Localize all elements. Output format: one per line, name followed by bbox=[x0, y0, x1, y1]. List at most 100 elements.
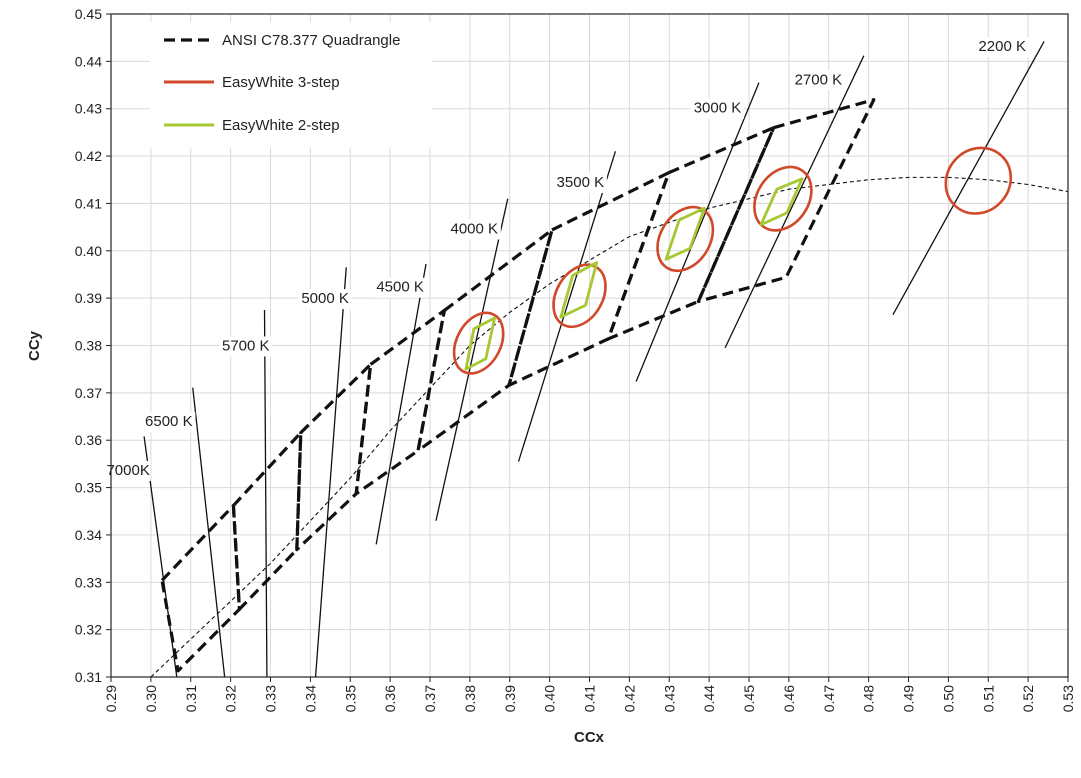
x-tick-label-3: 0.32 bbox=[223, 685, 239, 712]
y-tick-label-4: 0.35 bbox=[75, 480, 102, 496]
legend: ANSI C78.377 Quadrangle EasyWhite 3-step… bbox=[150, 22, 432, 148]
cct-label-6: 3500 K bbox=[557, 174, 605, 191]
y-tick-label-11: 0.42 bbox=[75, 148, 102, 164]
cct-label-8: 2700 K bbox=[795, 71, 843, 88]
x-tick-label-8: 0.37 bbox=[422, 685, 438, 712]
x-tick-label-14: 0.43 bbox=[661, 685, 677, 712]
ansi-quadrangle-0 bbox=[160, 503, 241, 673]
cct-line-3 bbox=[314, 267, 347, 677]
cct-line-8 bbox=[724, 55, 865, 349]
cct-line-6 bbox=[517, 151, 617, 462]
x-tick-label-18: 0.47 bbox=[821, 685, 837, 712]
x-tick-label-0: 0.29 bbox=[103, 685, 119, 712]
y-tick-label-12: 0.43 bbox=[75, 101, 102, 117]
easywhite-2step-diamond-1 bbox=[559, 261, 599, 319]
easywhite-2step-diamond-0 bbox=[464, 316, 496, 371]
cct-line-4 bbox=[375, 263, 427, 545]
cct-label-0: 7000K bbox=[106, 462, 149, 479]
x-tick-label-5: 0.34 bbox=[302, 685, 318, 712]
easywhite-2step-diamonds bbox=[464, 177, 804, 371]
x-tick-label-15: 0.44 bbox=[701, 685, 717, 712]
cct-label-bg-8 bbox=[791, 70, 845, 91]
ansi-quadrangle-6 bbox=[606, 126, 776, 341]
x-tick-label-13: 0.42 bbox=[621, 685, 637, 712]
x-tick-label-16: 0.45 bbox=[741, 685, 757, 712]
x-tick-label-23: 0.52 bbox=[1020, 685, 1036, 712]
cct-label-5: 4000 K bbox=[450, 220, 498, 237]
cct-labels: 7000K 6500 K 5700 K 5000 K 4500 K 4000 K 3500 … bbox=[105, 37, 1029, 481]
planckian-locus bbox=[150, 176, 1068, 677]
cct-label-4: 4500 K bbox=[376, 279, 424, 296]
legend-background bbox=[150, 22, 432, 148]
legend-label-ansi: ANSI C78.377 Quadrangle bbox=[222, 32, 400, 49]
easywhite-3step-ellipses bbox=[452, 146, 1013, 375]
easywhite-3step-ellipse-3 bbox=[753, 165, 813, 232]
x-tick-label-12: 0.41 bbox=[582, 685, 598, 712]
x-tick-label-19: 0.48 bbox=[861, 685, 877, 712]
y-axis-title: CCy bbox=[26, 330, 43, 361]
cct-label-7: 3000 K bbox=[694, 100, 742, 117]
legend-label-3step: EasyWhite 3-step bbox=[222, 74, 340, 91]
cct-line-7 bbox=[635, 82, 760, 382]
y-tick-labels: 0.31 0.32 0.33 0.34 0.35 0.36 0.37 0.38 0.39 0.40… bbox=[75, 6, 111, 685]
x-tick-label-7: 0.36 bbox=[382, 685, 398, 712]
cct-label-bg-2 bbox=[219, 336, 273, 357]
cct-label-1: 6500 K bbox=[145, 413, 193, 430]
plot-area bbox=[143, 41, 1068, 677]
y-tick-label-13: 0.44 bbox=[75, 53, 102, 69]
cct-label-bg-3 bbox=[298, 289, 352, 310]
x-axis-title: CCx bbox=[574, 729, 605, 746]
cct-label-9: 2200 K bbox=[978, 38, 1026, 55]
y-tick-label-0: 0.31 bbox=[75, 669, 102, 685]
cct-label-bg-1 bbox=[142, 412, 196, 433]
cct-label-2: 5700 K bbox=[222, 337, 270, 354]
y-tick-label-1: 0.32 bbox=[75, 622, 102, 638]
ansi-quadrangle-3 bbox=[354, 308, 446, 496]
cct-label-bg-0 bbox=[105, 460, 151, 481]
cct-label-bg-7 bbox=[690, 98, 745, 119]
cct-label-bg-9 bbox=[975, 37, 1029, 58]
ansi-quadrangles bbox=[160, 98, 876, 673]
easywhite-2step-diamond-3 bbox=[759, 177, 804, 227]
x-tick-label-21: 0.50 bbox=[940, 685, 956, 712]
legend-label-2step: EasyWhite 2-step bbox=[222, 117, 340, 134]
y-tick-label-9: 0.40 bbox=[75, 243, 102, 259]
easywhite-3step-ellipse-1 bbox=[552, 263, 607, 329]
y-tick-label-10: 0.41 bbox=[75, 195, 102, 211]
y-tick-label-3: 0.34 bbox=[75, 527, 102, 543]
x-tick-label-11: 0.40 bbox=[542, 685, 558, 712]
y-tick-label-7: 0.38 bbox=[75, 338, 102, 354]
x-tick-label-1: 0.30 bbox=[143, 685, 159, 712]
x-tick-label-20: 0.49 bbox=[901, 685, 917, 712]
y-tick-label-14: 0.45 bbox=[75, 6, 102, 22]
cct-label-bg-5 bbox=[447, 219, 501, 240]
x-tick-label-22: 0.51 bbox=[980, 685, 996, 712]
x-tick-label-4: 0.33 bbox=[263, 685, 279, 712]
x-tick-label-17: 0.46 bbox=[781, 685, 797, 712]
x-tick-label-2: 0.31 bbox=[183, 685, 199, 712]
easywhite-2step-diamond-2 bbox=[664, 206, 706, 261]
easywhite-3step-ellipse-0 bbox=[452, 311, 505, 375]
y-tick-label-6: 0.37 bbox=[75, 385, 102, 401]
y-tick-label-8: 0.39 bbox=[75, 290, 102, 306]
x-tick-label-9: 0.38 bbox=[462, 685, 478, 712]
planckian-locus-line bbox=[150, 176, 1068, 677]
ansi-quadrangle-5 bbox=[507, 171, 671, 387]
cct-line-5 bbox=[435, 198, 509, 521]
x-tick-label-10: 0.39 bbox=[502, 685, 518, 712]
ansi-quadrangle-1 bbox=[231, 431, 303, 611]
x-tick-label-24: 0.53 bbox=[1060, 685, 1076, 712]
cct-label-bg-4 bbox=[373, 277, 427, 298]
x-tick-labels: 0.29 0.30 0.31 0.32 0.33 0.34 0.35 0.36 0.37 0.38… bbox=[103, 677, 1076, 712]
cct-line-2 bbox=[263, 309, 268, 677]
cct-line-9 bbox=[892, 41, 1045, 316]
cct-label-bg-6 bbox=[553, 173, 607, 194]
cct-line-1 bbox=[192, 387, 226, 677]
x-tick-label-6: 0.35 bbox=[342, 685, 358, 712]
ansi-quadrangle-7 bbox=[696, 98, 876, 304]
easywhite-3step-ellipse-4 bbox=[944, 146, 1013, 215]
y-tick-label-5: 0.36 bbox=[75, 432, 102, 448]
y-tick-label-2: 0.33 bbox=[75, 574, 102, 590]
